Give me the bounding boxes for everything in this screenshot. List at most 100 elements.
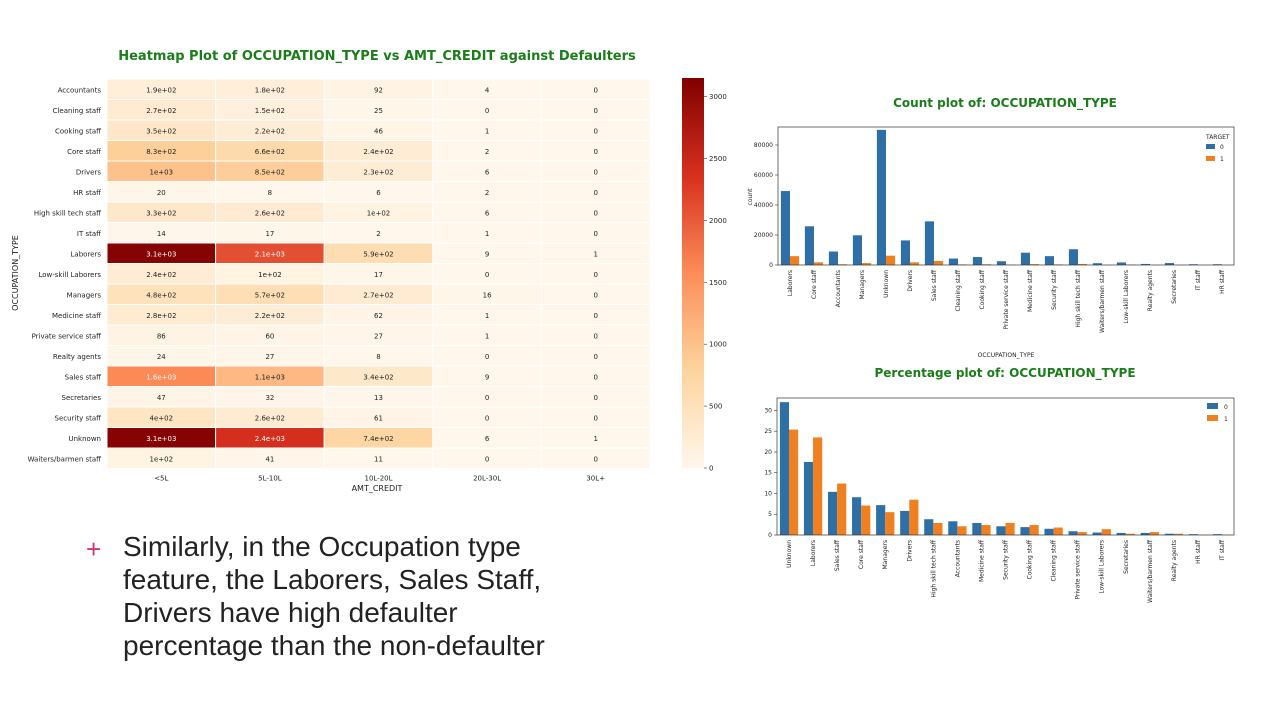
x-tick-label: High skill tech staff	[930, 539, 937, 597]
y-tick-label: 20000	[754, 232, 773, 239]
bar-series-1	[1005, 522, 1015, 535]
bar-series-0	[996, 526, 1006, 535]
bar-series-0	[1212, 534, 1222, 535]
heatmap-cell-label: 1	[485, 332, 489, 340]
heatmap-cell-label: 2	[376, 230, 380, 238]
bar-series-0	[804, 226, 814, 265]
heatmap-cell-label: 1	[485, 127, 489, 135]
plot-frame	[776, 397, 1235, 536]
bar-series-1	[1029, 525, 1039, 535]
heatmap-xlabel: AMT_CREDIT	[352, 484, 403, 493]
x-tick-label: Security staff	[1003, 539, 1010, 580]
bar-series-0	[876, 505, 886, 535]
heatmap-cell	[540, 447, 651, 469]
heatmap-ylabel: OCCUPATION_TYPE	[11, 235, 20, 311]
bar-series-1	[982, 264, 992, 265]
bar-series-1	[813, 437, 823, 535]
heatmap-cell-label: 2.2e+02	[255, 312, 285, 320]
heatmap-cell-label: 0	[593, 455, 597, 463]
y-tick-label: 25	[764, 428, 772, 435]
y-tick-label: 80000	[754, 142, 773, 149]
heatmap-cell-label: 9	[485, 250, 489, 258]
heatmap-cell-label: 0	[485, 271, 489, 279]
heatmap-cell-label: 1e+02	[258, 271, 282, 279]
heatmap-cell-label: 6	[485, 209, 490, 217]
bar-series-0	[1092, 532, 1102, 535]
bar-series-0	[1116, 262, 1126, 265]
heatmap-cell-label: 0	[593, 271, 597, 279]
heatmap-y-tick-label: High skill tech staff	[34, 209, 101, 217]
x-tick-label: Managers	[882, 540, 889, 569]
heatmap-cell-label: 92	[374, 86, 383, 94]
heatmap-cell-label: 0	[593, 209, 597, 217]
bar-series-0	[924, 519, 934, 535]
heatmap-cell-label: 3.5e+02	[146, 127, 176, 135]
heatmap-cell-label: 0	[593, 107, 597, 115]
bar-series-0	[803, 461, 814, 535]
plot-frame	[777, 126, 1235, 266]
x-tick-label: Security staff	[1051, 269, 1058, 310]
heatmap-cell-label: 3.3e+02	[146, 209, 176, 217]
colorbar-tick-label: 3000	[709, 93, 727, 101]
bar-series-1	[862, 263, 872, 265]
heatmap-cell-label: 2.4e+02	[146, 271, 176, 279]
bar-series-1	[1149, 532, 1159, 535]
heatmap-cell-label: 0	[485, 414, 489, 422]
heatmap-cell-label: 0	[593, 332, 597, 340]
heatmap-cell-label: 60	[265, 332, 274, 340]
heatmap-cell-label: 16	[483, 291, 492, 299]
heatmap-y-tick-label: Accountants	[58, 86, 102, 94]
bar-series-0	[1212, 264, 1222, 265]
heatmap-cell-label: 32	[265, 394, 274, 402]
bar-series-1	[957, 526, 967, 535]
heatmap-x-tick-label: 5L-10L	[258, 475, 282, 483]
heatmap-cell-label: 6	[485, 168, 490, 176]
x-tick-label: Sales staff	[931, 269, 938, 301]
heatmap-cell-label: 27	[374, 332, 383, 340]
bar-series-0	[996, 261, 1006, 265]
heatmap-cell-label: 0	[485, 455, 489, 463]
x-tick-label: Secretaries	[1171, 270, 1178, 304]
bar-series-0	[972, 522, 982, 535]
y-tick-label: 5	[768, 511, 772, 518]
bar-series-0	[1140, 263, 1150, 265]
bar-series-0	[1188, 264, 1198, 265]
legend-swatch-1	[1207, 415, 1218, 421]
bar-series-1	[933, 522, 943, 535]
heatmap-cell-label: 0	[593, 312, 597, 320]
x-tick-label: Medicine staff	[1027, 269, 1034, 312]
count-plot-legend: TARGET 0 1	[1205, 134, 1230, 163]
heatmap-cell-label: 1	[485, 312, 489, 320]
bar-series-1	[1078, 263, 1088, 265]
heatmap-cell-label: 0	[593, 291, 597, 299]
heatmap-cell-label: 0	[593, 373, 597, 381]
x-tick-label: Accountants	[835, 270, 842, 307]
heatmap-y-tick-label: Cooking staff	[55, 127, 101, 135]
bar-series-0	[1164, 263, 1174, 265]
bar-series-1	[837, 483, 847, 535]
heatmap-cell-label: 0	[593, 148, 597, 156]
count-plot-xlabel: OCCUPATION_TYPE	[978, 352, 1035, 359]
heatmap-cell-label: 25	[374, 107, 383, 115]
x-tick-label: Unknown	[786, 540, 793, 568]
heatmap-cell-label: 2.1e+03	[255, 250, 285, 258]
heatmap-cell-label: 3.1e+03	[146, 435, 176, 443]
heatmap-y-tick-label: Low-skill Laborers	[38, 271, 101, 279]
heatmap-cell-label: 0	[485, 394, 489, 402]
heatmap-cell-label: 20	[157, 189, 166, 197]
heatmap-cell-label: 24	[157, 353, 166, 361]
x-tick-label: Waiters/barmen staff	[1099, 269, 1106, 333]
legend-swatch-0	[1207, 403, 1218, 409]
x-tick-label: Cleaning staff	[955, 269, 962, 311]
heatmap-y-tick-label: Private service staff	[32, 332, 102, 340]
x-tick-label: Cooking staff	[1027, 539, 1034, 579]
heatmap-cell-label: 1.9e+02	[146, 86, 176, 94]
bar-series-1	[885, 512, 895, 535]
heatmap-cell-label: 1	[593, 435, 597, 443]
colorbar-tick-label: 1500	[709, 279, 727, 287]
bar-series-0	[1116, 532, 1126, 535]
bar-series-0	[876, 129, 886, 265]
bar-series-0	[828, 251, 838, 265]
bar-series-0	[924, 221, 934, 265]
heatmap-y-tick-label: Secretaries	[62, 394, 102, 402]
